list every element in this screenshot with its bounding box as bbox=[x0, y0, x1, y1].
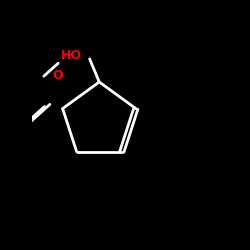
Text: HO: HO bbox=[61, 48, 82, 62]
Text: O: O bbox=[53, 69, 64, 82]
